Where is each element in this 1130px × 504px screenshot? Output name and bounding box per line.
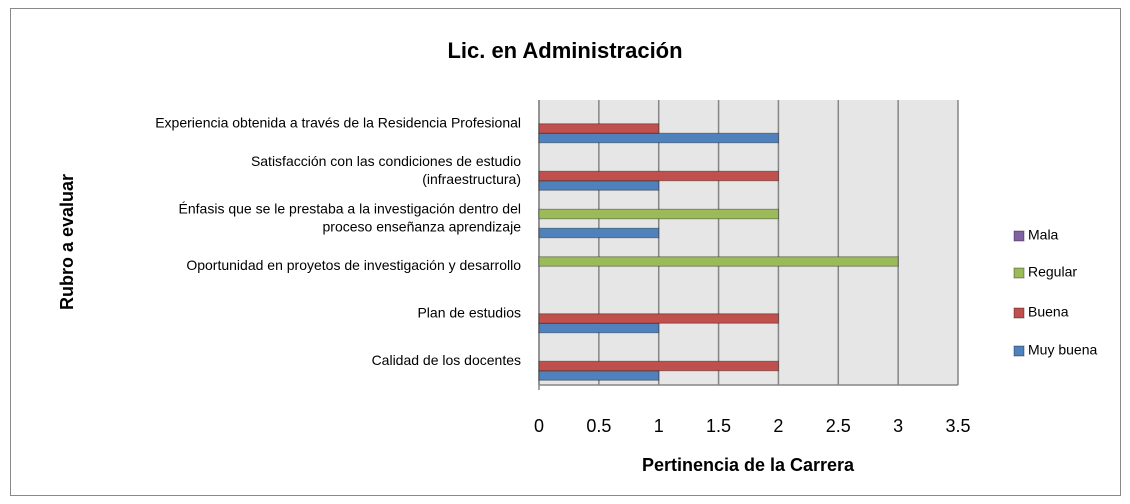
y-tick-label: Énfasis que se le prestaba a la investig… xyxy=(179,200,521,216)
bar xyxy=(538,360,779,372)
bar xyxy=(538,180,660,191)
y-tick-label: Plan de estudios xyxy=(417,304,521,320)
legend-label: Buena xyxy=(1028,304,1069,320)
legend-swatch xyxy=(1013,307,1025,319)
legend-swatch xyxy=(1013,345,1025,357)
y-tick-label: Experiencia obtenida a través de la Resi… xyxy=(155,114,521,130)
legend-label: Muy buena xyxy=(1028,342,1097,358)
x-tick-label: 0 xyxy=(534,416,544,436)
x-tick-label: 1 xyxy=(654,416,664,436)
x-tick-label: 0.5 xyxy=(586,416,611,436)
bar xyxy=(538,227,660,239)
y-tick-label: Oportunidad en proyetos de investigación… xyxy=(186,257,521,273)
legend-swatch xyxy=(1013,267,1025,279)
x-tick-label: 1.5 xyxy=(706,416,731,436)
y-axis-title: Rubro a evaluar xyxy=(57,174,77,310)
y-tick-label: Calidad de los docentes xyxy=(372,352,521,368)
y-tick-label: proceso enseñanza aprendizaje xyxy=(323,218,522,234)
y-tick-label: Satisfacción con las condiciones de estu… xyxy=(251,153,521,169)
x-tick-label: 3 xyxy=(893,416,903,436)
bar xyxy=(538,208,779,220)
bar xyxy=(538,256,899,267)
chart-title: Lic. en Administración xyxy=(447,38,682,63)
legend-swatch xyxy=(1013,230,1025,242)
bar xyxy=(538,313,779,324)
plot-area xyxy=(539,100,958,385)
x-axis-title: Pertinencia de la Carrera xyxy=(642,455,855,475)
legend-label: Regular xyxy=(1028,264,1077,280)
x-tick-label: 3.5 xyxy=(945,416,970,436)
y-tick-label: (infraestructura) xyxy=(422,171,521,187)
bar xyxy=(538,170,779,182)
bar xyxy=(538,123,660,134)
x-tick-label: 2.5 xyxy=(826,416,851,436)
bar xyxy=(538,322,660,334)
bar xyxy=(538,132,779,144)
legend-label: Mala xyxy=(1028,227,1059,243)
x-tick-label: 2 xyxy=(773,416,783,436)
bar xyxy=(538,370,660,381)
